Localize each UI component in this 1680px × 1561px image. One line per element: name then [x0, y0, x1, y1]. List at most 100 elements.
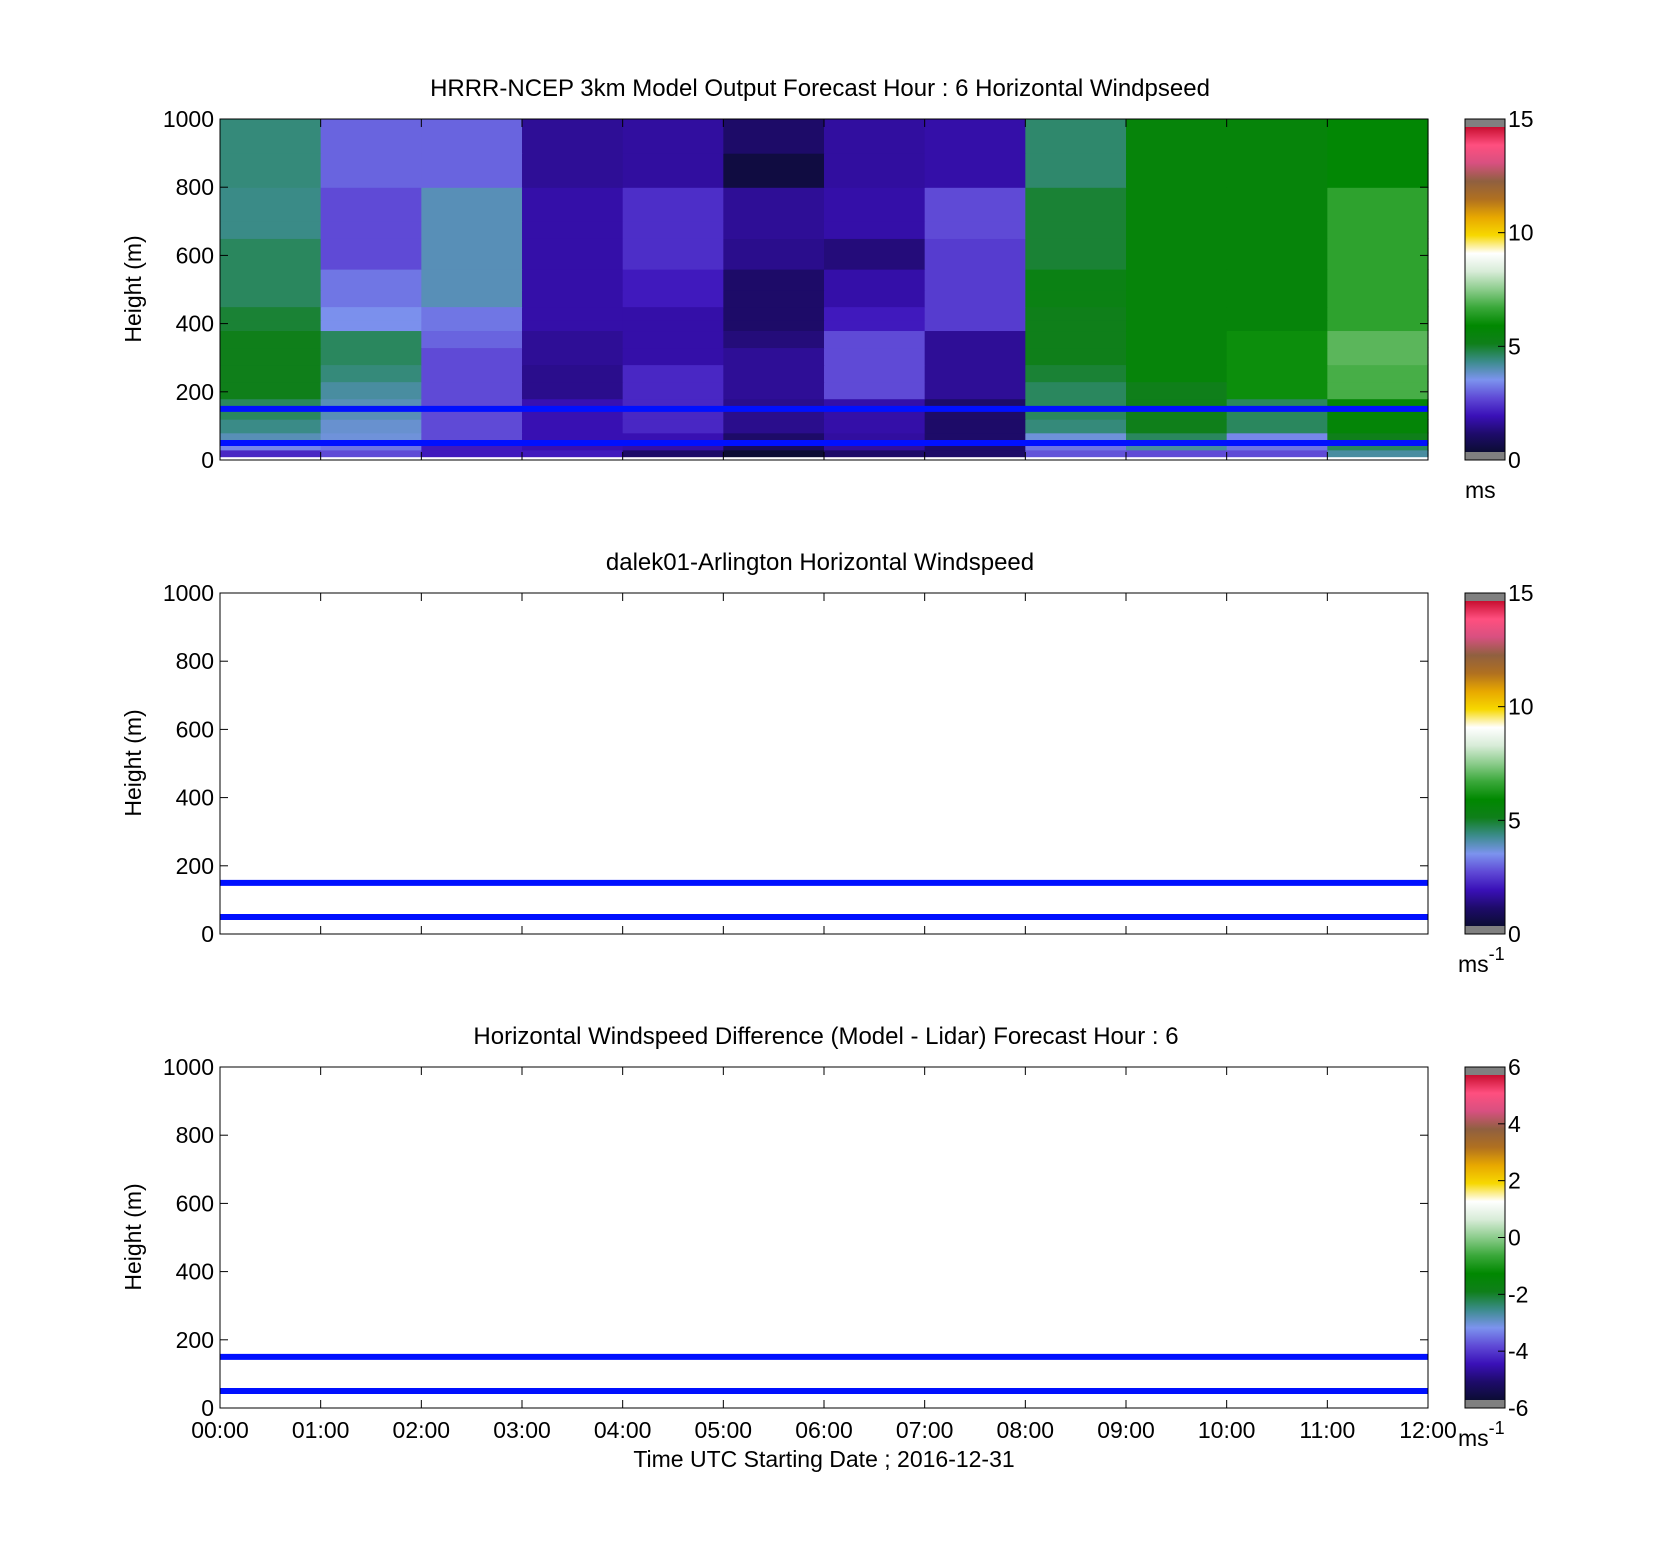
heatmap-cell [1025, 187, 1127, 222]
heatmap-cell [1025, 432, 1127, 444]
heatmap-cell [1226, 221, 1328, 239]
heatmap-cell [320, 289, 422, 308]
heatmap-cell [824, 330, 926, 349]
heatmap-cell [320, 153, 422, 188]
heatmap-cell [320, 238, 422, 256]
heatmap-cell [723, 153, 825, 188]
heatmap-cell [1126, 255, 1228, 270]
heatmap-cell [1327, 187, 1429, 222]
heatmap-cell [1327, 442, 1429, 451]
heatmap-cell [421, 221, 523, 239]
heatmap-cell [824, 432, 926, 444]
heatmap-cell [320, 364, 422, 383]
heatmap-cell [723, 255, 825, 270]
heatmap-cell [1327, 419, 1429, 434]
y-tick-label: 800 [176, 174, 214, 200]
x-tick-label: 10:00 [1198, 1417, 1256, 1443]
y-axis-label: Height (m) [120, 1183, 146, 1290]
heatmap-cell [220, 381, 322, 400]
heatmap-cell [1327, 255, 1429, 270]
heatmap-cell [421, 289, 523, 308]
x-tick-label: 04:00 [594, 1417, 652, 1443]
y-tick-label: 200 [176, 1327, 214, 1353]
colorbar-units: ms-1 [1458, 1418, 1505, 1451]
heatmap-cell [1126, 347, 1228, 366]
heatmap-cell [1126, 432, 1228, 444]
x-tick-label: 02:00 [393, 1417, 451, 1443]
colorbar-under-cap [1465, 1400, 1505, 1408]
heatmap-cell [320, 330, 422, 349]
heatmap-cell [1226, 442, 1328, 451]
heatmap-cell [1327, 119, 1429, 154]
heatmap-cell [421, 153, 523, 188]
y-tick-label: 600 [176, 242, 214, 268]
heatmap-cell [622, 419, 724, 434]
heatmap-cell [1226, 330, 1328, 349]
heatmap-cell [1025, 320, 1127, 332]
heatmap-cell [924, 432, 1026, 444]
heatmap-cell [622, 306, 724, 321]
colorbar-tick-label: 0 [1508, 921, 1521, 947]
heatmap-cell [622, 119, 724, 154]
heatmap-cell [1126, 442, 1228, 451]
heatmap-cell [924, 238, 1026, 256]
heatmap-cell [723, 364, 825, 383]
heatmap-cell [824, 153, 926, 188]
heatmap-cell [924, 320, 1026, 332]
heatmap-cell [924, 221, 1026, 239]
heatmap-cell [220, 432, 322, 444]
colorbar-tick-label: 5 [1508, 807, 1521, 833]
heatmap-cell [421, 255, 523, 270]
heatmap-cell [1126, 119, 1228, 154]
heatmap-cell [1126, 153, 1228, 188]
heatmap-cell [320, 449, 422, 458]
heatmap-cell [522, 221, 624, 239]
heatmap-cell [1025, 381, 1127, 400]
heatmap-cell [320, 347, 422, 366]
heatmap-cell [1025, 238, 1127, 256]
colorbar-gradient [1465, 601, 1505, 926]
heatmap-cell [1025, 364, 1127, 383]
y-axis-label: Height (m) [120, 235, 146, 342]
heatmap-cell [421, 442, 523, 451]
heatmap-cell [522, 449, 624, 458]
heatmap-cell [522, 320, 624, 332]
x-tick-label: 00:00 [191, 1417, 249, 1443]
heatmap-cell [1126, 320, 1228, 332]
x-axis [219, 593, 1429, 934]
heatmap-cell [824, 320, 926, 332]
colorbar-under-cap [1465, 926, 1505, 934]
heatmap-cell [1126, 221, 1228, 239]
heatmap-cell [824, 347, 926, 366]
heatmap-cell [723, 269, 825, 291]
colorbar-over-cap [1465, 1067, 1505, 1075]
heatmap-cell [1226, 381, 1328, 400]
heatmap-cell [1327, 364, 1429, 383]
heatmap-cell [421, 238, 523, 256]
heatmap-cell [824, 442, 926, 451]
colorbar-tick-label: 15 [1508, 106, 1534, 132]
heatmap-cell [220, 330, 322, 349]
y-tick-label: 200 [176, 853, 214, 879]
heatmap-cell [1226, 364, 1328, 383]
heatmap-cell [924, 347, 1026, 366]
heatmap-cell [824, 238, 926, 256]
heatmap-cell [924, 187, 1026, 222]
heatmap-cell [924, 330, 1026, 349]
y-tick-label: 1000 [163, 1054, 214, 1080]
colorbar-over-cap [1465, 119, 1505, 127]
y-tick-label: 0 [201, 921, 214, 947]
heatmap-cell [1327, 330, 1429, 349]
heatmap-cell [824, 381, 926, 400]
heatmap-cell [1226, 255, 1328, 270]
heatmap-cell [1327, 306, 1429, 321]
heatmap-cell [1327, 153, 1429, 188]
heatmap-cell [1025, 255, 1127, 270]
heatmap-cell [1327, 221, 1429, 239]
heatmap-cell [522, 330, 624, 349]
heatmap-cell [924, 255, 1026, 270]
heatmap-cell [320, 221, 422, 239]
reference-lines [220, 1353, 1428, 1394]
heatmap-cell [622, 330, 724, 349]
